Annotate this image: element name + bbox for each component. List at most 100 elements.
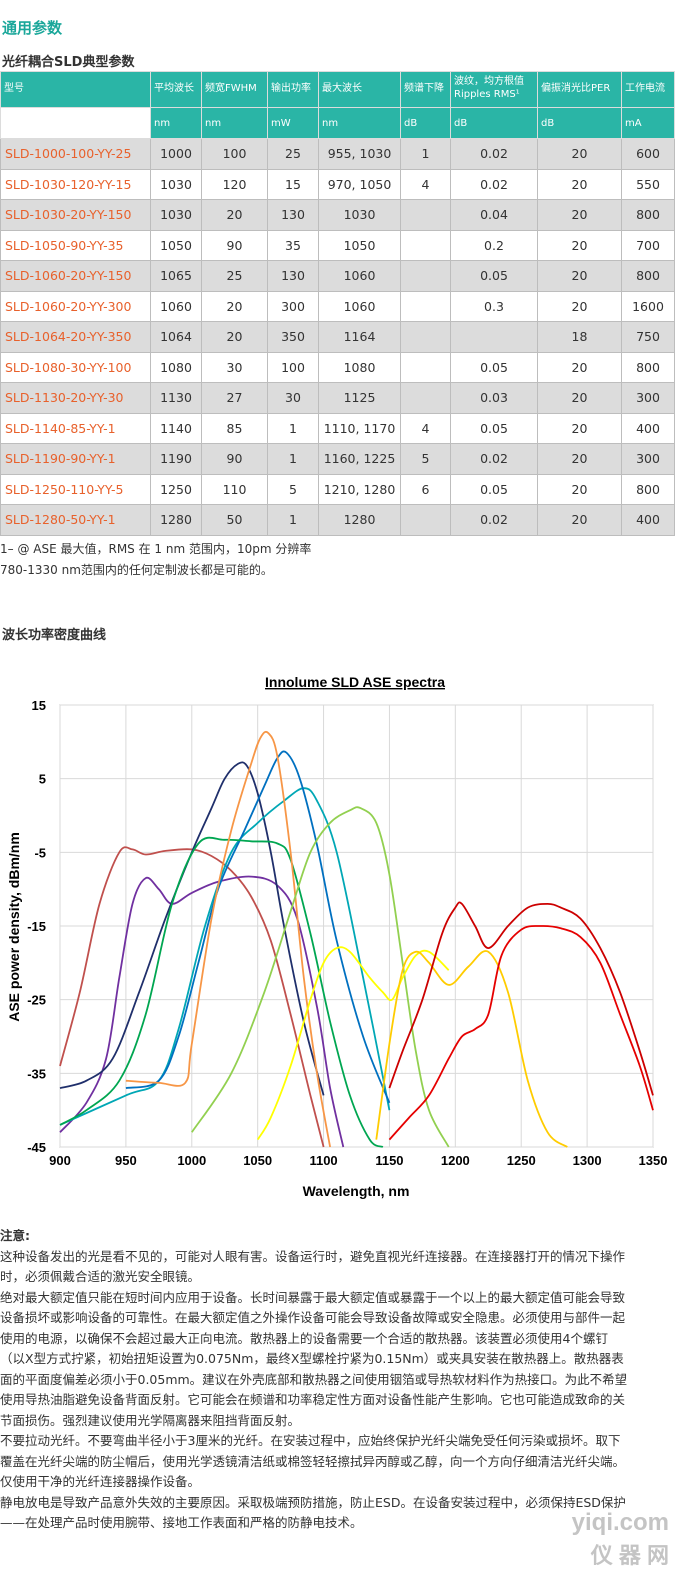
- cell-model[interactable]: SLD-1000-100-YY-25: [0, 138, 151, 170]
- cell-avg-wavelength: 1030: [150, 168, 202, 200]
- cell-output-power: 15: [267, 168, 319, 200]
- x-tick-label: 900: [49, 1153, 71, 1168]
- cell-current: 1600: [621, 290, 675, 322]
- cell-current: 800: [621, 473, 675, 505]
- cell-fwhm: 20: [201, 199, 268, 231]
- table-row: SLD-1000-100-YY-25 1000 100 25 955, 1030 1 0.0…: [0, 138, 675, 170]
- header-current: 工作电流: [621, 71, 675, 108]
- table-row: SLD-1064-20-YY-350 1064 20 350 1164 18 750: [0, 321, 675, 353]
- series-line-10: [388, 901, 654, 1096]
- cell-model[interactable]: SLD-1030-20-YY-150: [0, 199, 151, 231]
- cell-fwhm: 90: [201, 443, 268, 475]
- cell-model[interactable]: SLD-1080-30-YY-100: [0, 351, 151, 383]
- y-tick-label: 15: [32, 698, 46, 713]
- unit-model: [0, 107, 151, 139]
- table-units-row: nm nm mW nm dB dB dB mA: [0, 107, 675, 139]
- cell-spectral-dip: [400, 321, 451, 353]
- x-tick-label: 1200: [441, 1153, 470, 1168]
- table-row: SLD-1060-20-YY-150 1065 25 130 1060 0.05 20 800: [0, 260, 675, 292]
- cell-avg-wavelength: 1064: [150, 321, 202, 353]
- x-tick-label: 1300: [573, 1153, 602, 1168]
- cell-current: 300: [621, 382, 675, 414]
- cell-model[interactable]: SLD-1050-90-YY-35: [0, 229, 151, 261]
- cell-avg-wavelength: 1000: [150, 138, 202, 170]
- cell-model[interactable]: SLD-1060-20-YY-300: [0, 290, 151, 322]
- header-ripple: 波纹，均方根值 Ripples RMS¹: [450, 71, 538, 108]
- cell-spectral-dip: [400, 229, 451, 261]
- table-row: SLD-1030-120-YY-15 1030 120 15 970, 1050 4 0.0…: [0, 168, 675, 200]
- cell-per: 20: [537, 168, 622, 200]
- note-line: 节面损伤。强烈建议使用光学隔离器来阻挡背面反射。: [0, 1412, 301, 1428]
- cell-current: 400: [621, 412, 675, 444]
- table-header-row: 型号 平均波长 频宽FWHM 输出功率 最大波长 频谱下降 波纹，均方根值 Ri…: [0, 71, 675, 108]
- cell-fwhm: 30: [201, 351, 268, 383]
- unit-ripple: dB: [450, 107, 538, 139]
- cell-current: 300: [621, 443, 675, 475]
- cell-model[interactable]: SLD-1280-50-YY-1: [0, 504, 151, 536]
- cell-spectral-dip: [400, 290, 451, 322]
- unit-current: mA: [621, 107, 675, 139]
- cell-output-power: 1: [267, 504, 319, 536]
- cell-per: 20: [537, 260, 622, 292]
- y-tick-label: -5: [34, 845, 46, 860]
- cell-ripple: 0.04: [450, 199, 538, 231]
- cell-spectral-dip: [400, 382, 451, 414]
- cell-max-wavelength: 1160, 1225: [318, 443, 401, 475]
- cell-output-power: 25: [267, 138, 319, 170]
- cell-max-wavelength: 1030: [318, 199, 401, 231]
- header-fwhm: 频宽FWHM: [201, 71, 268, 108]
- cell-max-wavelength: 1060: [318, 290, 401, 322]
- cell-model[interactable]: SLD-1190-90-YY-1: [0, 443, 151, 475]
- cell-spectral-dip: [400, 351, 451, 383]
- cell-model[interactable]: SLD-1130-20-YY-30: [0, 382, 151, 414]
- cell-ripple: 0.03: [450, 382, 538, 414]
- cell-ripple: 0.05: [450, 260, 538, 292]
- cell-max-wavelength: 1164: [318, 321, 401, 353]
- unit-fwhm: nm: [201, 107, 268, 139]
- cell-ripple: 0.2: [450, 229, 538, 261]
- cell-fwhm: 20: [201, 290, 268, 322]
- series-line-0: [59, 846, 325, 1148]
- cell-model[interactable]: SLD-1030-120-YY-15: [0, 168, 151, 200]
- cell-model[interactable]: SLD-1064-20-YY-350: [0, 321, 151, 353]
- y-axis-label: ASE power density, dBm/nm: [6, 832, 22, 1022]
- cell-per: 20: [537, 138, 622, 170]
- cell-spectral-dip: 1: [400, 138, 451, 170]
- cell-current: 800: [621, 199, 675, 231]
- cell-ripple: 0.3: [450, 290, 538, 322]
- note-line: 面的平面度偏差必须小于0.05mm。建议在外壳底部和散热器之间使用铟箔或导热软材…: [0, 1371, 628, 1387]
- cell-spectral-dip: 4: [400, 412, 451, 444]
- cell-model[interactable]: SLD-1060-20-YY-150: [0, 260, 151, 292]
- table-row: SLD-1030-20-YY-150 1030 20 130 1030 0.04 20 800: [0, 199, 675, 231]
- unit-per: dB: [537, 107, 622, 139]
- cell-model[interactable]: SLD-1140-85-YY-1: [0, 412, 151, 444]
- unit-max-wavelength: nm: [318, 107, 401, 139]
- cell-output-power: 1: [267, 443, 319, 475]
- cell-spectral-dip: [400, 260, 451, 292]
- cell-current: 600: [621, 138, 675, 170]
- cell-per: 20: [537, 473, 622, 505]
- cell-model[interactable]: SLD-1250-110-YY-5: [0, 473, 151, 505]
- note-line: 仅使用干净的光纤连接器操作设备。: [0, 1474, 201, 1489]
- note-line: 使用的电源，以确保不会超过最大正向电流。散热器上的设备需要一个合适的散热器。该装…: [0, 1330, 608, 1346]
- cell-max-wavelength: 1125: [318, 382, 401, 414]
- cell-spectral-dip: 6: [400, 473, 451, 505]
- y-tick-label: -35: [27, 1066, 46, 1081]
- cell-per: 20: [537, 290, 622, 322]
- cell-per: 20: [537, 351, 622, 383]
- watermark-logo: yiqi.com 仪 器 网: [572, 1509, 669, 1568]
- svg-text:yiqi.com: yiqi.com: [572, 1509, 669, 1536]
- table-row: SLD-1190-90-YY-1 1190 90 1 1160, 1225 5 0.02 20…: [0, 443, 675, 475]
- cell-output-power: 130: [267, 199, 319, 231]
- cell-avg-wavelength: 1280: [150, 504, 202, 536]
- x-tick-label: 950: [115, 1153, 137, 1168]
- cell-avg-wavelength: 1030: [150, 199, 202, 231]
- cell-per: 18: [537, 321, 622, 353]
- cell-max-wavelength: 955, 1030: [318, 138, 401, 170]
- section-title: 通用参数: [2, 19, 63, 37]
- cell-current: 800: [621, 260, 675, 292]
- ase-spectra-chart: Innolume SLD ASE spectra Wavelength, nm …: [6, 674, 667, 1199]
- cell-current: 700: [621, 229, 675, 261]
- cell-fwhm: 20: [201, 321, 268, 353]
- note-line: （以X型方式拧紧，初始扭矩设置为0.075Nm，最终X型螺栓拧紧为0.15Nm）…: [0, 1351, 624, 1366]
